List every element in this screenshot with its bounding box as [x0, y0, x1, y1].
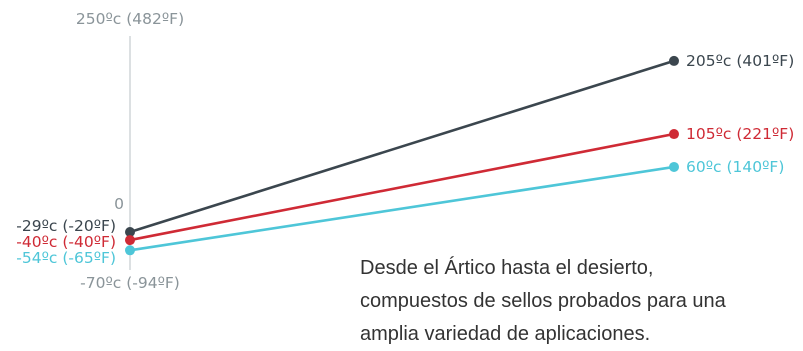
- series-point-end: [669, 161, 679, 172]
- series-start-label: -29ºc (-20ºF): [16, 217, 116, 235]
- series-point-start: [125, 235, 135, 246]
- y-axis-tick-labels: 250ºc (482ºF) 0 -70ºc (-94ºF): [76, 10, 184, 292]
- series-labels: -29ºc (-20ºF) 205ºc (401ºF) -40ºc (-40ºF) 1…: [16, 52, 794, 267]
- caption-line: compuestos de sellos probados para una: [360, 290, 726, 312]
- y-tick-label: -70ºc (-94ºF): [80, 274, 180, 292]
- series-points: [125, 55, 679, 256]
- series-point-end: [669, 55, 679, 66]
- y-tick-label: 250ºc (482ºF): [76, 10, 184, 28]
- series-start-label: -40ºc (-40ºF): [16, 233, 116, 251]
- series-end-label: 205ºc (401ºF): [686, 52, 794, 70]
- caption-line: Desde el Ártico hasta el desierto,: [360, 257, 654, 279]
- caption-line: amplia variedad de aplicaciones.: [360, 323, 651, 345]
- series-point-start: [125, 245, 135, 256]
- series-start-label: -54ºc (-65ºF): [16, 249, 116, 267]
- series-end-label: 60ºc (140ºF): [686, 158, 784, 176]
- caption: Desde el Ártico hasta el desierto, compu…: [360, 252, 800, 351]
- series-line: [128, 165, 676, 252]
- series-line: [128, 132, 676, 242]
- series-point-end: [669, 129, 679, 140]
- series-lines: [128, 59, 676, 252]
- series-point-start: [125, 227, 135, 238]
- series-end-label: 105ºc (221ºF): [686, 125, 794, 143]
- y-tick-label: 0: [114, 195, 124, 213]
- series-line: [128, 59, 676, 234]
